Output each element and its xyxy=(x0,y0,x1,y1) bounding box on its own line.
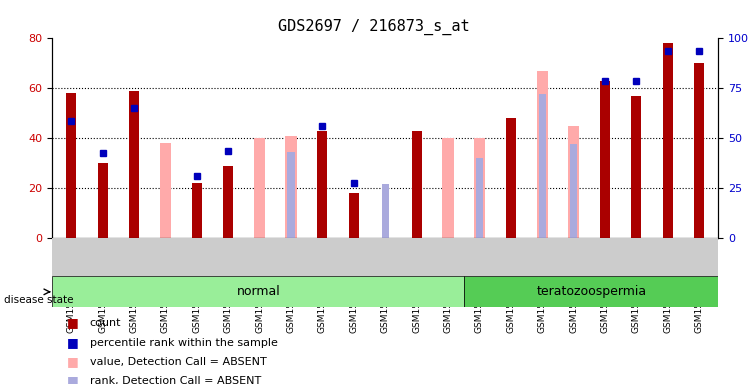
Bar xyxy=(286,136,296,238)
Bar xyxy=(539,94,546,238)
Text: disease state: disease state xyxy=(4,295,73,305)
FancyBboxPatch shape xyxy=(52,276,465,307)
Bar xyxy=(474,138,485,238)
Bar xyxy=(129,91,139,238)
Bar xyxy=(537,71,548,238)
Text: value, Detection Call = ABSENT: value, Detection Call = ABSENT xyxy=(90,357,266,367)
Text: GDS2697 / 216873_s_at: GDS2697 / 216873_s_at xyxy=(278,19,470,35)
Bar xyxy=(411,131,422,238)
Text: normal: normal xyxy=(236,285,280,298)
Bar xyxy=(694,63,705,238)
Bar xyxy=(631,96,642,238)
Bar xyxy=(223,166,233,238)
Bar xyxy=(476,158,483,238)
Bar xyxy=(287,152,295,238)
Text: ■: ■ xyxy=(67,374,79,384)
Bar xyxy=(191,183,202,238)
Text: ■: ■ xyxy=(67,355,79,368)
Bar xyxy=(97,163,108,238)
Bar xyxy=(254,138,265,238)
Bar xyxy=(570,144,577,238)
Text: ■: ■ xyxy=(67,336,79,349)
Text: ■: ■ xyxy=(67,316,79,329)
Bar xyxy=(443,138,453,238)
Bar xyxy=(663,43,673,238)
Bar xyxy=(568,126,579,238)
Bar xyxy=(600,81,610,238)
Bar xyxy=(317,131,328,238)
Bar xyxy=(160,143,171,238)
Text: percentile rank within the sample: percentile rank within the sample xyxy=(90,338,278,348)
Bar xyxy=(381,184,389,238)
FancyBboxPatch shape xyxy=(465,276,718,307)
Text: teratozoospermia: teratozoospermia xyxy=(536,285,646,298)
Bar xyxy=(66,93,76,238)
Text: count: count xyxy=(90,318,121,328)
Text: rank, Detection Call = ABSENT: rank, Detection Call = ABSENT xyxy=(90,376,261,384)
Bar xyxy=(506,118,516,238)
Bar xyxy=(349,193,359,238)
